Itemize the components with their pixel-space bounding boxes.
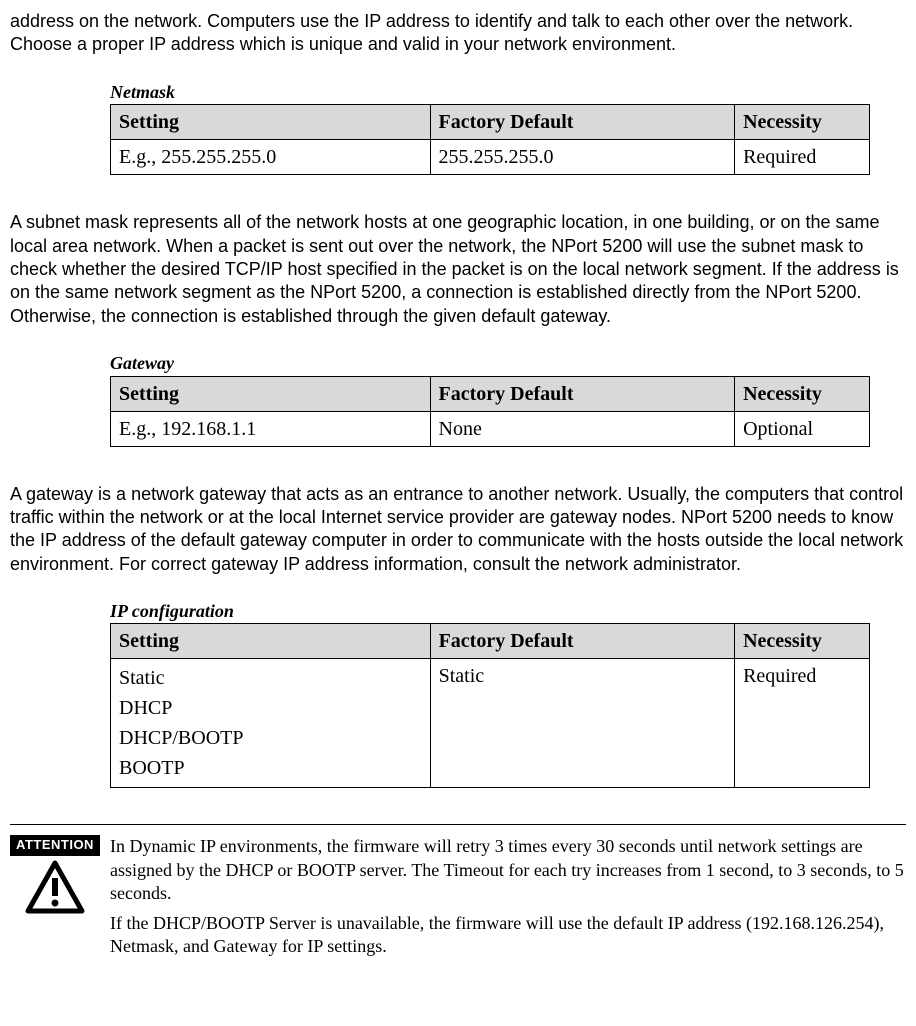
attention-text: In Dynamic IP environments, the firmware…: [110, 835, 906, 964]
table-header-row: Setting Factory Default Necessity: [111, 105, 870, 140]
table-row: E.g., 192.168.1.1 None Optional: [111, 411, 870, 446]
gateway-title: Gateway: [110, 352, 906, 375]
ipconfig-necessity: Required: [735, 659, 870, 788]
header-setting: Setting: [111, 624, 431, 659]
table-row: Static DHCP DHCP/BOOTP BOOTP Static Requ…: [111, 659, 870, 788]
header-necessity: Necessity: [735, 376, 870, 411]
header-necessity: Necessity: [735, 624, 870, 659]
gateway-section: Gateway Setting Factory Default Necessit…: [110, 352, 906, 446]
intro-paragraph: address on the network. Computers use th…: [10, 10, 906, 57]
header-setting: Setting: [111, 105, 431, 140]
header-default: Factory Default: [430, 376, 735, 411]
gateway-default: None: [430, 411, 735, 446]
ipconfig-title: IP configuration: [110, 600, 906, 623]
netmask-setting: E.g., 255.255.255.0: [111, 140, 431, 175]
netmask-title: Netmask: [110, 81, 906, 104]
netmask-necessity: Required: [735, 140, 870, 175]
attention-p2: If the DHCP/BOOTP Server is unavailable,…: [110, 912, 906, 959]
table-header-row: Setting Factory Default Necessity: [111, 624, 870, 659]
ipconfig-opt-2: DHCP/BOOTP: [119, 723, 422, 753]
ipconfig-section: IP configuration Setting Factory Default…: [110, 600, 906, 788]
table-header-row: Setting Factory Default Necessity: [111, 376, 870, 411]
attention-label: ATTENTION: [10, 835, 100, 856]
netmask-section: Netmask Setting Factory Default Necessit…: [110, 81, 906, 175]
netmask-table: Setting Factory Default Necessity E.g., …: [110, 104, 870, 175]
gateway-paragraph: A gateway is a network gateway that acts…: [10, 483, 906, 577]
ipconfig-default: Static: [430, 659, 734, 788]
header-setting: Setting: [111, 376, 431, 411]
gateway-setting: E.g., 192.168.1.1: [111, 411, 431, 446]
header-necessity: Necessity: [735, 105, 870, 140]
ipconfig-opt-0: Static: [119, 663, 422, 693]
netmask-paragraph: A subnet mask represents all of the netw…: [10, 211, 906, 328]
header-default: Factory Default: [430, 105, 735, 140]
separator: [10, 824, 906, 825]
header-default: Factory Default: [430, 624, 734, 659]
gateway-table: Setting Factory Default Necessity E.g., …: [110, 376, 870, 447]
ipconfig-opt-1: DHCP: [119, 693, 422, 723]
attention-icon-group: ATTENTION: [10, 835, 100, 920]
netmask-default: 255.255.255.0: [430, 140, 735, 175]
attention-block: ATTENTION In Dynamic IP environments, th…: [10, 835, 906, 964]
ipconfig-setting: Static DHCP DHCP/BOOTP BOOTP: [111, 659, 431, 788]
table-row: E.g., 255.255.255.0 255.255.255.0 Requir…: [111, 140, 870, 175]
ipconfig-opt-3: BOOTP: [119, 753, 422, 783]
gateway-necessity: Optional: [735, 411, 870, 446]
attention-p1: In Dynamic IP environments, the firmware…: [110, 835, 906, 905]
warning-icon: [10, 860, 100, 920]
ipconfig-table: Setting Factory Default Necessity Static…: [110, 623, 870, 788]
